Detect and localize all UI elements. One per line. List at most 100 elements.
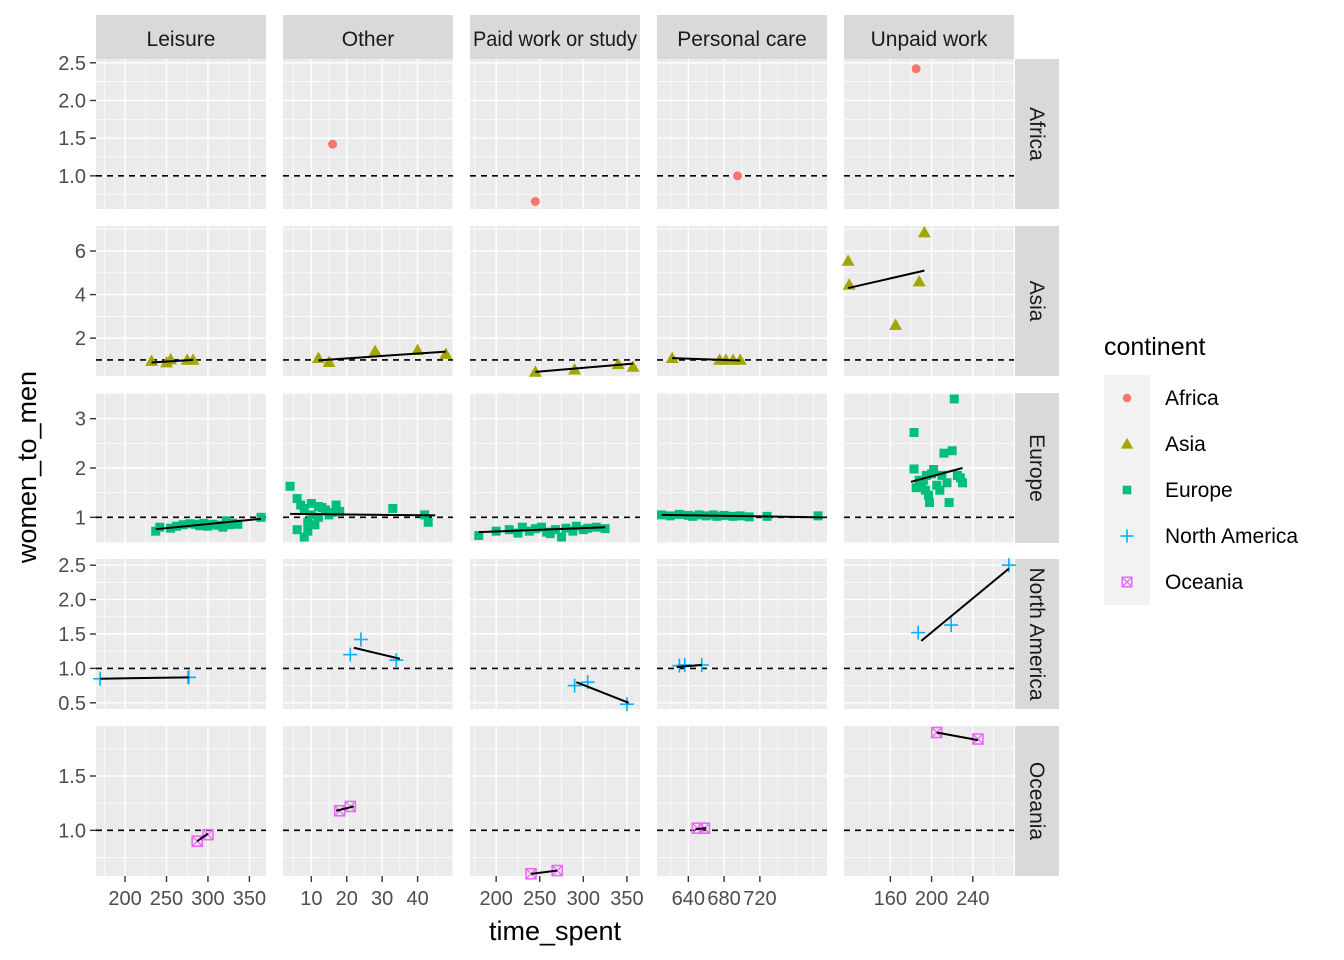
column-strip — [96, 15, 266, 59]
point-europe — [292, 525, 302, 535]
x-tick-label: 40 — [406, 888, 428, 910]
column-strip — [283, 15, 453, 59]
facet-strips: Leisure Other Paid work or study Personal c… — [96, 15, 1059, 876]
y-tick-label: 1.0 — [58, 820, 86, 842]
column-strip — [657, 15, 827, 59]
x-tick-label: 240 — [956, 888, 989, 910]
x-tick-label: 680 — [707, 888, 740, 910]
point-europe — [285, 481, 295, 491]
point-europe — [813, 511, 823, 521]
trend-line — [196, 832, 209, 843]
x-tick-label: 350 — [233, 888, 266, 910]
trend-line — [335, 805, 355, 812]
point-north-america — [343, 647, 358, 662]
point-asia — [917, 226, 931, 238]
point-europe — [955, 473, 965, 483]
y-tick-label: 0.5 — [58, 693, 86, 715]
point-europe — [306, 499, 316, 509]
point-europe — [218, 522, 228, 532]
legend-label: Oceania — [1165, 571, 1244, 594]
y-tick-label: 1.5 — [58, 624, 86, 646]
point-europe — [944, 498, 954, 508]
point-north-america — [911, 625, 926, 640]
point-europe — [568, 526, 578, 536]
trend-line — [290, 512, 436, 517]
point-europe — [303, 526, 313, 536]
row-strip-label: Asia — [1025, 281, 1048, 322]
panel-1-1 — [311, 343, 453, 367]
legend-label: North America — [1165, 525, 1298, 548]
panel-3-2 — [567, 675, 634, 712]
x-tick-label: 720 — [743, 888, 776, 910]
y-tick-label: 2 — [75, 328, 86, 350]
point-asia — [439, 347, 453, 359]
point-europe — [530, 524, 540, 534]
panel-1-4 — [841, 226, 931, 330]
point-north-america — [1120, 529, 1134, 543]
trend-line — [847, 269, 925, 290]
point-asia — [665, 351, 679, 364]
panel-background — [470, 726, 640, 876]
point-europe — [932, 480, 942, 490]
panel-2-3 — [656, 509, 823, 522]
point-europe — [256, 512, 266, 522]
point-europe — [957, 478, 967, 488]
point-europe — [335, 506, 345, 516]
x-tick-label: 350 — [610, 888, 643, 910]
point-europe — [292, 494, 302, 504]
row-strip — [1015, 59, 1059, 209]
panel-1-0 — [145, 352, 200, 368]
point-europe — [947, 446, 957, 456]
point-africa — [1122, 393, 1132, 403]
panel-background — [96, 226, 266, 376]
point-europe — [571, 521, 581, 531]
x-tick-label: 250 — [150, 888, 183, 910]
point-africa — [328, 139, 338, 149]
point-north-america — [619, 697, 634, 712]
trend-line — [353, 646, 401, 660]
y-axis-label: women_to_men — [12, 371, 42, 564]
trend-line — [910, 467, 963, 483]
point-africa — [530, 196, 540, 206]
point-europe — [909, 464, 919, 474]
point-europe — [925, 498, 935, 508]
trend-line — [100, 676, 189, 680]
point-europe — [155, 522, 165, 532]
panel-3-1 — [343, 632, 404, 668]
panel-4-0 — [191, 828, 214, 848]
y-tick-label: 1.5 — [58, 128, 86, 150]
point-north-america — [353, 632, 368, 647]
point-europe — [545, 529, 555, 539]
trend-line — [530, 869, 558, 875]
column-strip-label: Paid work or study — [473, 28, 637, 51]
panel-3-3 — [672, 657, 709, 673]
trend-line — [676, 663, 702, 669]
point-europe — [923, 490, 933, 500]
trend-line — [672, 357, 741, 362]
y-tick-label: 6 — [75, 241, 86, 263]
y-tick-label: 1.0 — [58, 166, 86, 188]
point-north-america — [567, 678, 582, 693]
x-tick-label: 200 — [479, 888, 512, 910]
point-asia — [411, 343, 425, 355]
point-europe — [921, 470, 931, 480]
point-europe — [203, 521, 213, 531]
trend-line — [936, 731, 979, 742]
panel-3-0 — [93, 670, 196, 686]
x-tick-label: 250 — [523, 888, 556, 910]
point-europe — [213, 520, 223, 530]
panel-backgrounds — [96, 59, 1015, 876]
panel-1-2 — [528, 357, 640, 377]
row-strip-label: North America — [1025, 567, 1048, 700]
trend-line — [151, 358, 194, 364]
point-europe — [303, 517, 313, 527]
point-europe — [949, 394, 959, 404]
panel-2-1 — [285, 481, 436, 542]
y-tick-label: 3 — [75, 409, 86, 431]
y-tick-label: 2.5 — [58, 53, 86, 75]
panel-background — [844, 726, 1014, 876]
panel-0-4 — [911, 64, 921, 74]
trend-line — [661, 513, 823, 519]
panel-4-2 — [525, 864, 563, 880]
